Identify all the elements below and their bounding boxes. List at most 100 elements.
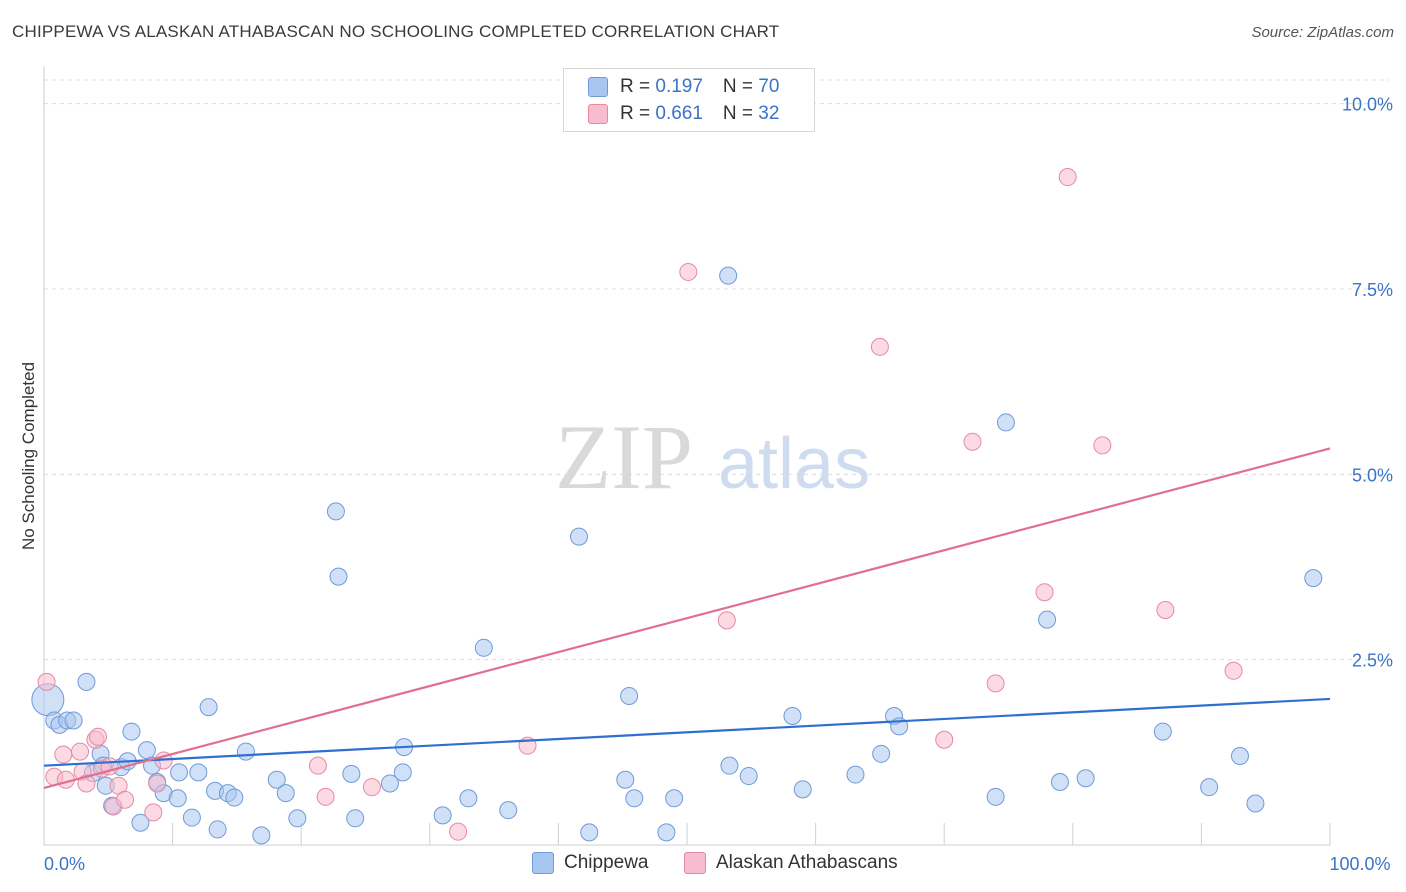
legend-row-alaskan: R = 0.661 N = 32 [588,102,779,126]
alaskan-point [679,262,698,281]
legend-r-label: R = [620,76,656,97]
alaskan-point [37,672,56,691]
chippewa-point [793,780,812,799]
chippewa-point [986,787,1005,806]
watermark-zip: ZIP [555,406,693,508]
chippewa-point [474,638,493,657]
alaskan-point [148,774,167,793]
source-label: Source: ZipAtlas.com [1251,24,1394,41]
alaskan-point [71,742,90,761]
y-tick-label: 2.5% [1352,651,1393,671]
chippewa-point [342,764,361,783]
chippewa-point [267,770,286,789]
y-axis-label: No Schooling Completed [19,362,38,550]
chippewa-point [1230,747,1249,766]
y-tick-label: 7.5% [1352,280,1393,300]
chippewa-point [225,788,244,807]
alaskan-trend-line [43,447,1331,789]
x-tick-label: 0.0% [44,854,85,874]
chippewa-point [326,502,345,521]
series-legend-chippewa[interactable]: Chippewa [532,852,649,874]
chippewa-point [739,767,758,786]
chippewa-point [846,765,865,784]
chippewa-point [1200,778,1219,797]
alaskan-point [116,790,135,809]
alaskan-point [963,432,982,451]
chippewa-point [329,567,348,586]
legend-n-value: 70 [758,76,780,97]
chippewa-point [580,823,599,842]
chippewa-point [276,784,295,803]
tick-labels: 2.5% 5.0% 7.5% 10.0% 0.0% 100.0% [44,95,1393,874]
chippewa-trend-line [43,697,1331,767]
alaskan-point [308,756,327,775]
chippewa-point [182,808,201,827]
chippewa-point [569,527,588,546]
chippewa-point [459,789,478,808]
y-tick-label: 10.0% [1342,95,1393,115]
chippewa-point [1153,722,1172,741]
chippewa-point [346,809,365,828]
gridlines [44,79,1390,661]
y-tick-label: 5.0% [1352,465,1393,485]
chippewa-point [189,763,208,782]
alaskan-point [717,611,736,630]
legend-row-chippewa: R = 0.197 N = 70 [588,75,779,99]
chippewa-point [1050,772,1069,791]
series-label-alaskan: Alaskan Athabascans [716,852,898,873]
legend-n-label: N = [722,103,759,124]
chippewa-point [393,763,412,782]
chippewa-point [1246,794,1265,813]
alaskan-point [870,337,889,356]
chippewa-point [170,763,189,782]
chippewa-point [625,789,644,808]
legend-r-label: R = [620,103,656,124]
chippewa-point [199,698,218,717]
series-label-chippewa: Chippewa [564,852,649,873]
alaskan-point [449,822,468,841]
chippewa-point [433,806,452,825]
alaskan-point [89,727,108,746]
series-legend-alaskan[interactable]: Alaskan Athabascans [684,852,898,874]
alaskan-point [1156,600,1175,619]
trend-lines [43,447,1331,789]
watermark: ZIP atlas [555,406,870,508]
chippewa-point [1304,569,1323,588]
chippewa-point [620,686,639,705]
alaskan-point [362,778,381,797]
chippewa-point [1076,769,1095,788]
correlation-legend: R = 0.197 N = 70 R = 0.661 N = 32 [563,68,815,132]
chippewa-point [208,820,227,839]
alaskan-point [77,774,96,793]
chippewa-point [1038,610,1057,629]
chippewa-point [168,789,187,808]
series-swatch-chippewa [532,852,554,874]
series-swatch-alaskan [684,852,706,874]
alaskan-point [1093,436,1112,455]
legend-r-value: 0.197 [655,76,703,97]
chippewa-point [77,672,96,691]
chippewa-point [131,813,150,832]
legend-swatch-chippewa [588,77,608,97]
legend-r-value: 0.661 [655,103,703,124]
alaskan-point [1058,168,1077,187]
legend-n-label: N = [722,76,759,97]
alaskan-point [1035,583,1054,602]
chippewa-point [499,801,518,820]
alaskan-point [54,745,73,764]
alaskan-point [144,803,163,822]
chippewa-point [872,744,891,763]
chippewa-point [64,711,83,730]
legend-n-value: 32 [758,103,780,124]
x-tick-label: 100.0% [1329,854,1390,874]
alaskan-point [935,730,954,749]
alaskan-point [316,787,335,806]
chippewa-point [719,266,738,285]
chart-title: CHIPPEWA VS ALASKAN ATHABASCAN NO SCHOOL… [12,22,780,41]
alaskan-point [986,674,1005,693]
chippewa-point [720,756,739,775]
chippewa-point [657,823,676,842]
chippewa-point [380,774,399,793]
chippewa-point [288,809,307,828]
